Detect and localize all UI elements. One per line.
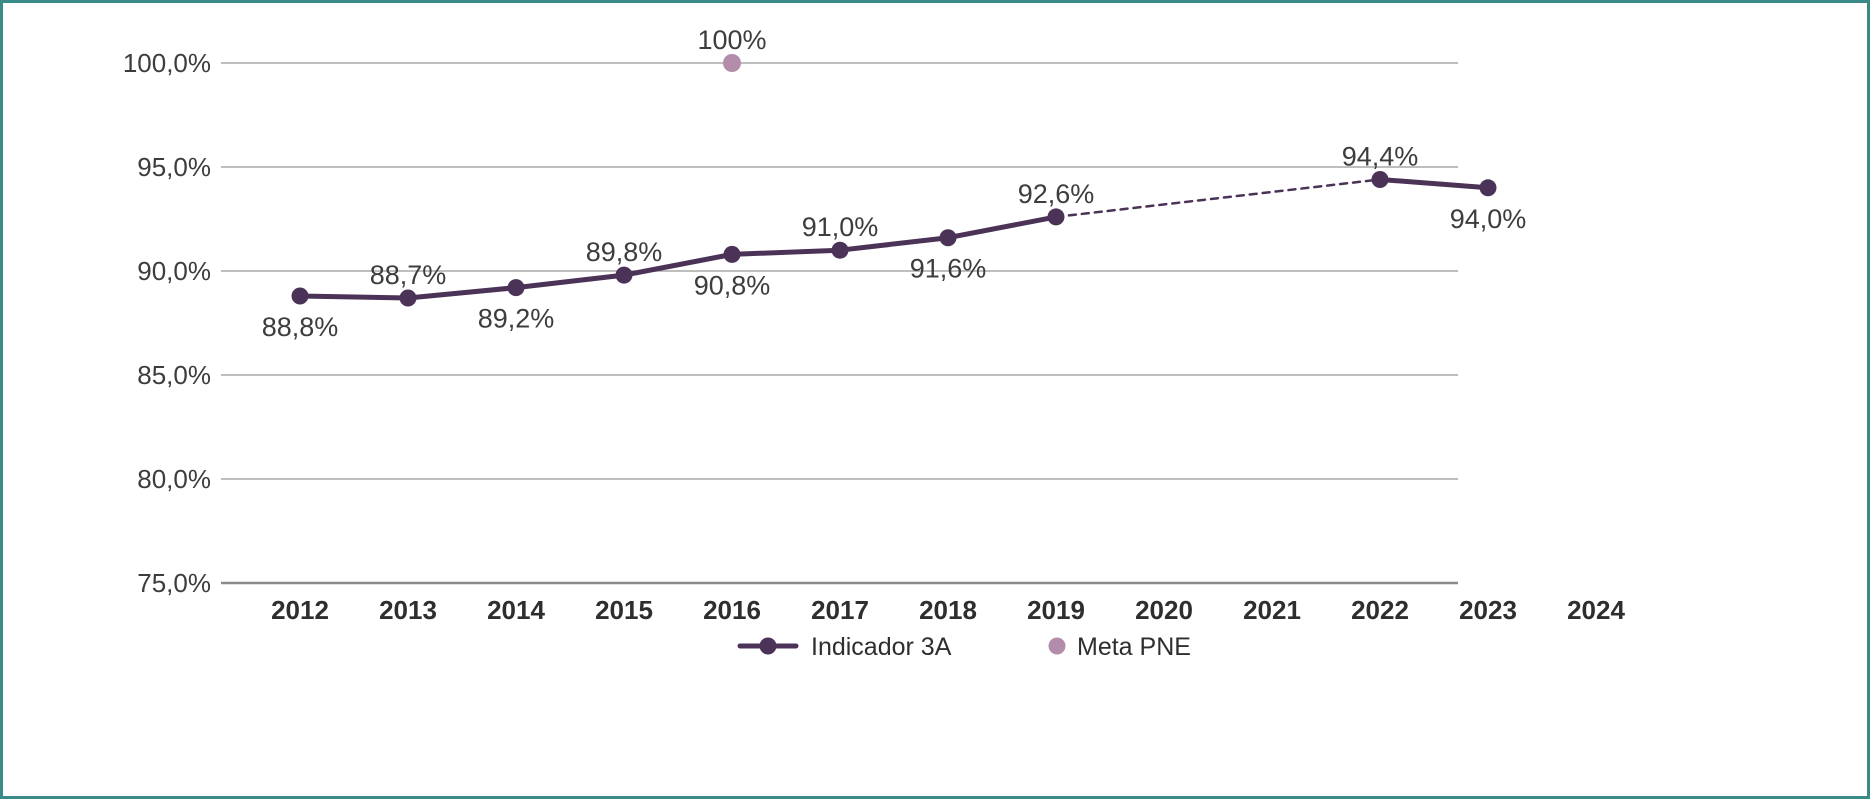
legend-label: Indicador 3A bbox=[811, 633, 952, 661]
data-point bbox=[507, 279, 525, 297]
gridlines bbox=[221, 62, 1458, 585]
data-label: 88,7% bbox=[370, 260, 447, 290]
data-point bbox=[723, 54, 741, 72]
y-axis: 100,0% 95,0% 90,0% 85,0% 80,0% 75,0% bbox=[123, 48, 211, 598]
data-point bbox=[1371, 170, 1389, 188]
y-tick-label: 75,0% bbox=[137, 568, 211, 598]
data-label: 94,0% bbox=[1450, 204, 1527, 234]
series-line-dashed bbox=[1054, 178, 1382, 219]
series-line-segment bbox=[837, 235, 951, 253]
data-label: 90,8% bbox=[694, 270, 771, 300]
data-point bbox=[615, 266, 633, 284]
series-line-segment bbox=[945, 214, 1059, 241]
series-line-segment bbox=[297, 293, 411, 301]
data-point bbox=[939, 229, 957, 247]
series-line-segment bbox=[513, 272, 627, 291]
data-point bbox=[831, 241, 849, 259]
x-tick-label: 2012 bbox=[271, 595, 329, 625]
data-point bbox=[723, 245, 741, 263]
data-points bbox=[291, 54, 1497, 307]
data-point bbox=[1479, 179, 1497, 197]
data-label: 89,8% bbox=[586, 237, 663, 267]
data-label: 91,0% bbox=[802, 212, 879, 242]
data-point bbox=[291, 287, 309, 305]
x-tick-label: 2020 bbox=[1135, 595, 1193, 625]
x-tick-label: 2016 bbox=[703, 595, 761, 625]
y-tick-label: 95,0% bbox=[137, 152, 211, 182]
x-tick-label: 2021 bbox=[1243, 595, 1301, 625]
series-line-segment bbox=[405, 285, 519, 301]
data-label: 88,8% bbox=[262, 312, 339, 342]
data-label: 89,2% bbox=[478, 304, 555, 334]
x-tick-label: 2013 bbox=[379, 595, 437, 625]
series-line-segment bbox=[621, 251, 735, 278]
data-point bbox=[399, 289, 417, 307]
series-line-segment bbox=[729, 247, 843, 257]
legend-marker-icon bbox=[1048, 637, 1066, 655]
data-label: 91,6% bbox=[910, 254, 987, 284]
x-tick-label: 2022 bbox=[1351, 595, 1409, 625]
x-tick-label: 2019 bbox=[1027, 595, 1085, 625]
x-tick-label: 2024 bbox=[1567, 595, 1625, 625]
legend-label: Meta PNE bbox=[1077, 633, 1191, 661]
y-tick-label: 90,0% bbox=[137, 256, 211, 286]
data-label: 92,6% bbox=[1018, 179, 1095, 209]
data-labels: 88,8% 88,7% 89,2% 89,8% 90,8% 91,0% 91,6% 92,6%… bbox=[262, 25, 1527, 342]
x-tick-label: 2015 bbox=[595, 595, 653, 625]
data-label: 94,4% bbox=[1342, 141, 1419, 171]
legend: Indicador 3A Meta PNE bbox=[737, 633, 1191, 661]
line-chart: 100,0% 95,0% 90,0% 85,0% 80,0% 75,0% 2012 2013… bbox=[123, 25, 1626, 661]
x-tick-label: 2018 bbox=[919, 595, 977, 625]
legend-marker-icon bbox=[759, 637, 777, 655]
series-lines bbox=[297, 176, 1491, 301]
x-tick-label: 2017 bbox=[811, 595, 869, 625]
x-axis: 2012 2013 2014 2015 2016 2017 2018 2019 2020 2021… bbox=[271, 595, 1625, 625]
series-line-segment bbox=[1377, 176, 1491, 191]
x-tick-label: 2014 bbox=[487, 595, 545, 625]
y-tick-label: 100,0% bbox=[123, 48, 211, 78]
data-label: 100% bbox=[697, 25, 766, 55]
y-tick-label: 85,0% bbox=[137, 360, 211, 390]
y-tick-label: 80,0% bbox=[137, 464, 211, 494]
x-tick-label: 2023 bbox=[1459, 595, 1517, 625]
data-point bbox=[1047, 208, 1065, 226]
